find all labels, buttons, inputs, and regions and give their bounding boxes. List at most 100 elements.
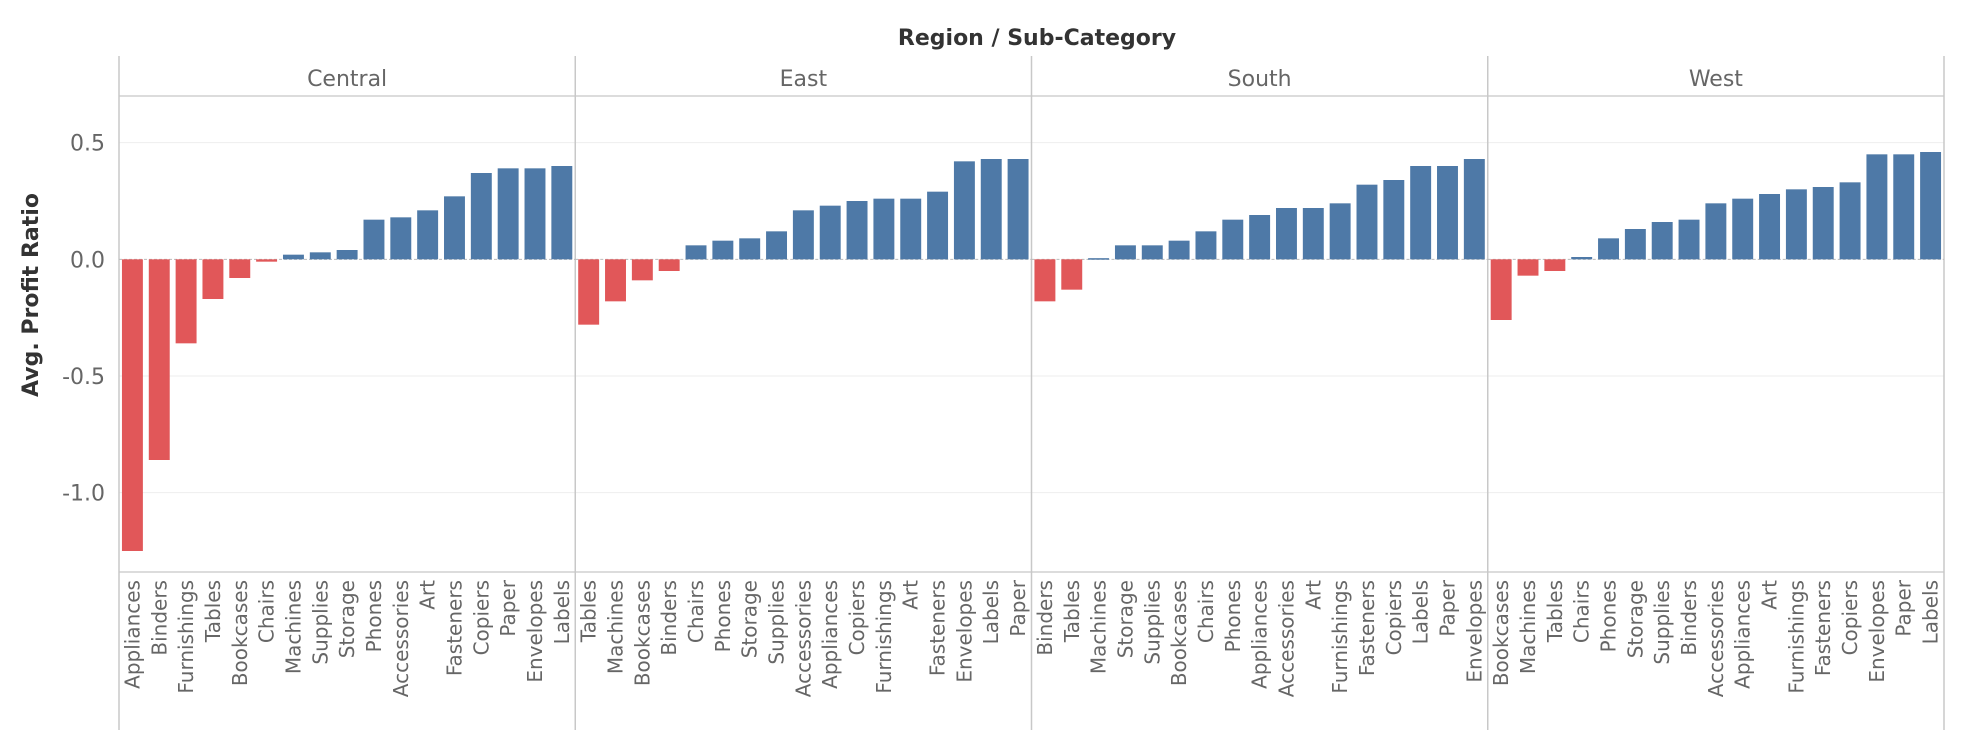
x-tick-label: Phones xyxy=(1597,580,1621,652)
x-tick-label: Tables xyxy=(577,580,601,643)
bar xyxy=(1034,259,1056,302)
bar xyxy=(282,254,304,260)
bar xyxy=(1222,219,1244,260)
x-tick-label: Machines xyxy=(281,580,305,674)
x-tick-label: Bookcases xyxy=(630,580,654,686)
x-tick-label: Bookcases xyxy=(1167,580,1191,686)
bar xyxy=(1598,238,1619,260)
bar xyxy=(1141,245,1163,260)
y-tick-label: -1.0 xyxy=(62,482,105,507)
panel-title: West xyxy=(1689,67,1743,92)
bar xyxy=(551,166,573,260)
bar xyxy=(712,240,734,260)
bar xyxy=(175,259,197,344)
x-tick-label: Envelopes xyxy=(952,580,976,683)
bar xyxy=(819,205,841,260)
panel-frames xyxy=(118,56,1945,730)
bar xyxy=(792,210,814,260)
bar xyxy=(1114,245,1136,260)
x-tick-label: Fasteners xyxy=(926,580,950,676)
bar xyxy=(1812,187,1834,260)
x-tick-label: Binders xyxy=(147,580,171,656)
bar xyxy=(256,259,278,262)
x-tick-label: Copiers xyxy=(845,580,869,655)
x-tick-label: Phones xyxy=(1221,580,1245,652)
bar xyxy=(685,245,707,260)
panels: Central Appliances Binders Furnishings Table… xyxy=(119,67,1944,697)
bar xyxy=(631,259,653,281)
x-tick-label: Accessories xyxy=(791,580,815,697)
y-tick-label: 0.0 xyxy=(70,248,105,273)
panel-central: Central Appliances Binders Furnishings Table… xyxy=(119,67,576,697)
bar xyxy=(1839,182,1861,260)
x-tick-label: Chairs xyxy=(1194,580,1218,643)
bar xyxy=(980,159,1002,260)
x-tick-label: Tables xyxy=(201,580,225,643)
bar xyxy=(1302,208,1324,260)
panel-title: East xyxy=(780,67,828,92)
x-tick-label: Art xyxy=(899,580,923,610)
x-tick-label: Binders xyxy=(657,580,681,656)
chart-title: Region / Sub-Category xyxy=(898,26,1176,51)
x-tick-label: Supplies xyxy=(1650,580,1674,665)
y-axis-label: Avg. Profit Ratio xyxy=(19,193,44,397)
bar xyxy=(1732,198,1754,260)
x-tick-label: Envelopes xyxy=(523,580,547,683)
bar xyxy=(927,191,949,260)
x-tick-label: Labels xyxy=(979,580,1003,644)
bar xyxy=(148,259,170,460)
x-tick-label: Machines xyxy=(1087,580,1111,674)
x-tick-label: Copiers xyxy=(1382,580,1406,655)
bar xyxy=(336,250,358,260)
x-tick-label: Paper xyxy=(1435,579,1459,636)
bar xyxy=(1195,231,1217,260)
x-tick-label: Binders xyxy=(1033,580,1057,656)
x-tick-label: Chairs xyxy=(1570,580,1594,643)
bar xyxy=(363,219,385,260)
bar xyxy=(1866,154,1888,260)
panel-title: South xyxy=(1228,67,1292,92)
bar xyxy=(739,238,761,260)
x-tick-label: Chairs xyxy=(684,580,708,643)
bar xyxy=(1061,259,1083,290)
x-tick-label: Art xyxy=(416,580,440,610)
bar xyxy=(1383,180,1405,260)
x-tick-label: Art xyxy=(1758,580,1782,610)
bar xyxy=(1007,159,1029,260)
bar xyxy=(766,231,788,260)
x-tick-label: Machines xyxy=(1516,580,1540,674)
x-tick-label: Appliances xyxy=(1248,580,1272,689)
bar xyxy=(1088,258,1110,260)
bar xyxy=(390,217,412,260)
x-tick-label: Phones xyxy=(362,580,386,652)
bar xyxy=(1168,240,1190,260)
x-tick-label: Storage xyxy=(1623,580,1647,658)
bar xyxy=(1356,184,1378,260)
bar xyxy=(846,201,868,260)
x-tick-label: Labels xyxy=(1409,580,1433,644)
bar xyxy=(1920,152,1942,260)
bar xyxy=(578,259,600,325)
x-tick-label: Machines xyxy=(604,580,628,674)
x-tick-label: Storage xyxy=(1113,580,1137,658)
bar xyxy=(1759,194,1781,260)
x-tick-label: Tables xyxy=(1060,580,1084,643)
x-tick-label: Binders xyxy=(1677,580,1701,656)
x-tick-label: Furnishings xyxy=(872,580,896,694)
bar xyxy=(1517,259,1539,276)
x-tick-label: Paper xyxy=(496,579,520,636)
x-tick-label: Storage xyxy=(738,580,762,658)
bar xyxy=(229,259,251,278)
y-tick-label: -0.5 xyxy=(62,365,105,390)
x-tick-label: Furnishings xyxy=(1328,580,1352,694)
bar xyxy=(1437,166,1458,260)
x-tick-label: Envelopes xyxy=(1462,580,1486,683)
bar xyxy=(1678,219,1700,260)
bar xyxy=(900,198,922,260)
bar xyxy=(470,173,492,260)
x-tick-label: Fasteners xyxy=(1355,580,1379,676)
panel-title: Central xyxy=(307,67,387,92)
y-axis-ticks: 0.5 0.0 -0.5 -1.0 xyxy=(62,132,105,507)
